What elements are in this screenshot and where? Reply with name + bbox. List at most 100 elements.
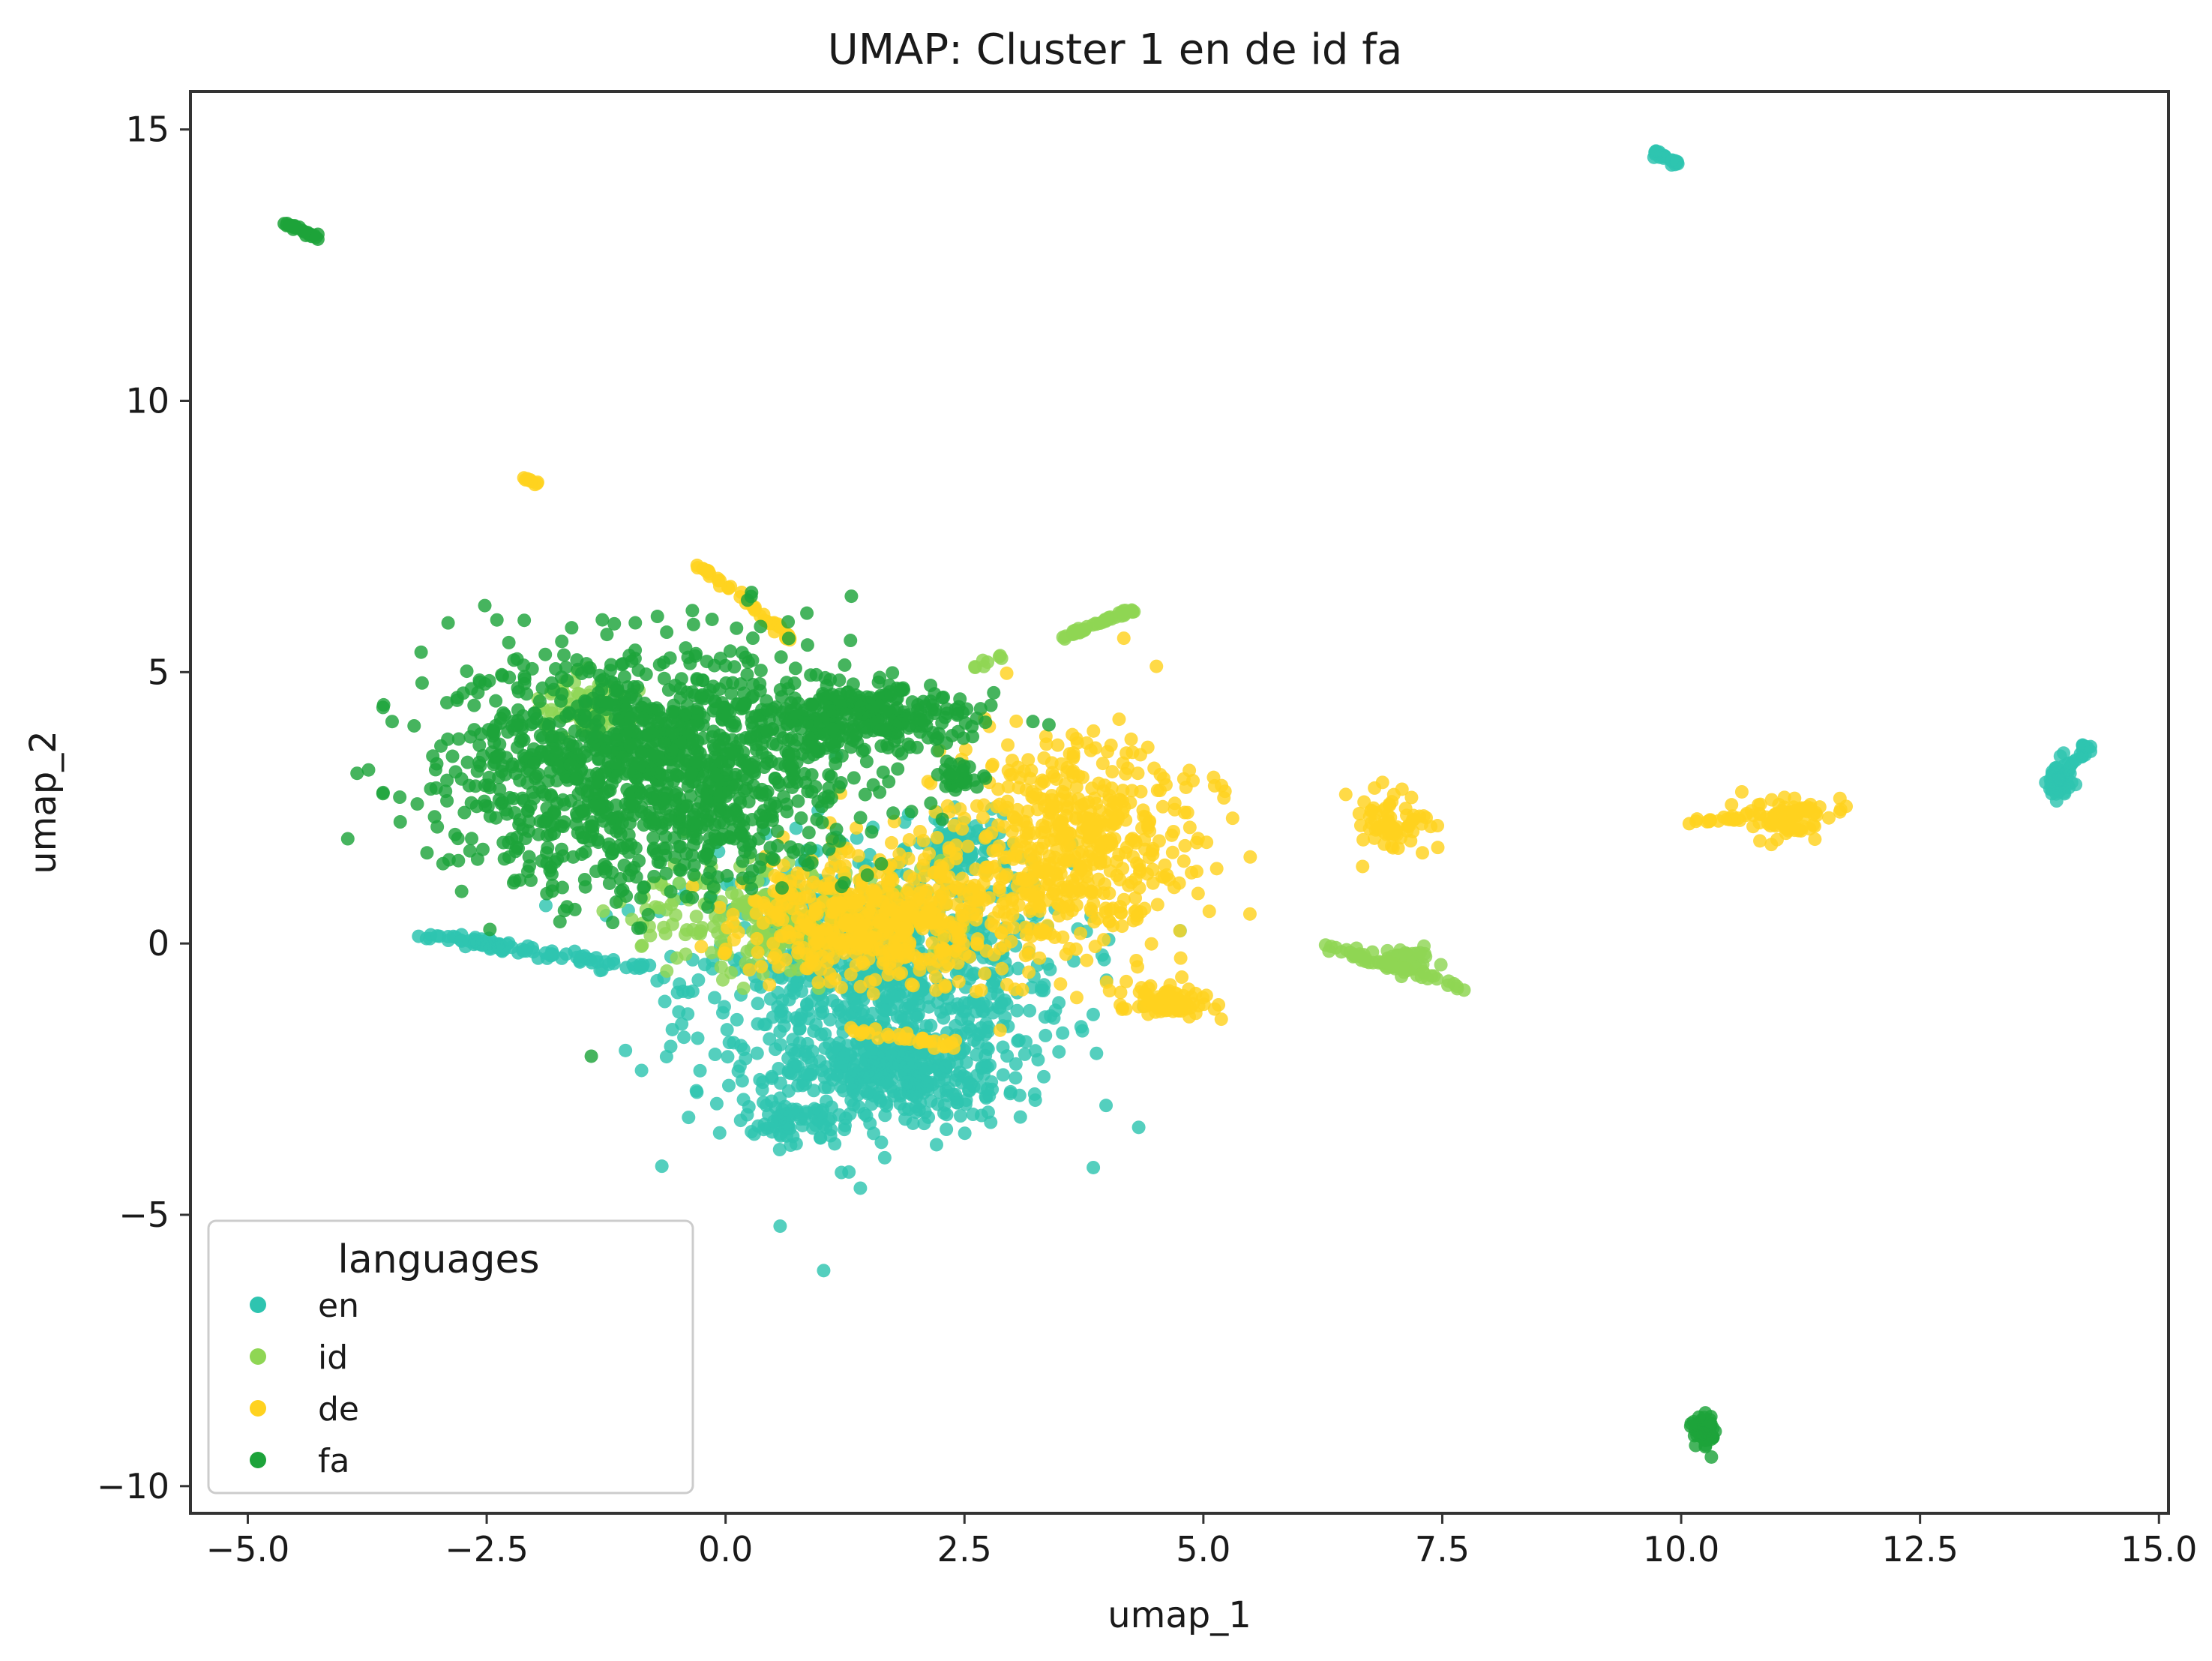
point-de [1054,977,1068,991]
point-de [1352,807,1366,821]
point-fa [803,841,817,856]
point-fa [451,732,466,746]
point-de [1001,763,1015,778]
point-fa [420,846,434,860]
point-fa [637,696,652,710]
point-fa [647,869,661,883]
point-de [1007,835,1021,850]
point-en [672,1005,686,1019]
point-de [952,975,966,989]
point-en [734,1039,748,1053]
point-de [1407,808,1421,823]
point-fa [854,699,868,713]
point-de [1054,757,1069,771]
point-de [1242,907,1257,921]
point-de [700,565,714,579]
point-de [1071,835,1085,849]
point-fa [788,661,802,676]
point-fa [791,696,805,710]
point-en [721,1078,736,1093]
point-de [1009,818,1024,832]
point-id [1413,946,1427,960]
point-de [1144,937,1158,951]
point-de [1096,757,1110,771]
point-en [967,995,981,1009]
point-fa [557,904,571,918]
point-fa [697,849,711,863]
point-fa [685,604,700,618]
point-fa [810,812,824,826]
point-fa [393,790,407,805]
point-de [875,894,889,908]
point-fa [555,687,569,701]
point-de [856,1026,870,1040]
point-en [819,1060,833,1074]
point-fa [715,802,730,816]
point-fa [931,731,945,745]
point-en [658,994,672,1009]
point-en [570,950,584,964]
point-de [1214,1012,1228,1027]
point-id [596,904,610,918]
point-de [988,859,1002,874]
point-fa [913,712,928,727]
point-de [1001,738,1015,752]
point-de [820,936,834,950]
point-fa [628,841,643,856]
point-de [944,1036,958,1050]
point-en [940,991,955,1006]
point-en [950,1096,964,1110]
point-de [1179,994,1193,1009]
point-fa [708,694,722,709]
point-de [969,862,983,877]
point-de [1217,791,1231,805]
point-fa [524,873,538,887]
point-en [850,831,864,845]
point-en [589,951,604,965]
point-fa [483,922,497,937]
point-de [712,901,727,915]
point-en [789,1059,803,1073]
point-id [670,951,684,965]
point-de [1136,803,1150,817]
point-en [807,1024,821,1038]
point-de [939,898,953,912]
point-en [878,1108,892,1123]
point-de [849,958,863,973]
point-de [742,963,757,977]
point-fa [719,763,733,777]
point-id [714,960,728,974]
point-de [1076,810,1090,824]
point-en [773,1127,787,1141]
point-de [1731,811,1746,826]
point-de [1000,800,1015,814]
point-fa [886,806,901,820]
point-fa [554,670,568,685]
point-en [896,1051,910,1065]
point-fa [580,749,594,763]
point-de [754,959,769,973]
point-de [1072,792,1086,806]
point-en [1131,1120,1146,1135]
point-en [1036,983,1051,997]
point-en [1056,1026,1070,1040]
point-fa [677,822,691,836]
point-fa [415,676,429,690]
point-fa [763,841,778,855]
point-fa [620,782,634,796]
point-id [679,923,694,937]
point-en [717,1000,731,1014]
point-fa [606,916,620,930]
point-en [751,997,765,1011]
point-fa [726,823,740,837]
point-de [1141,981,1155,995]
point-fa [804,668,818,682]
point-en [1023,1003,1037,1018]
point-en [898,1112,913,1126]
point-de [1023,847,1037,862]
point-de [1149,1005,1163,1019]
point-de [1119,813,1133,827]
point-de [1822,811,1836,825]
point-en [867,1089,881,1103]
point-de [949,838,963,853]
